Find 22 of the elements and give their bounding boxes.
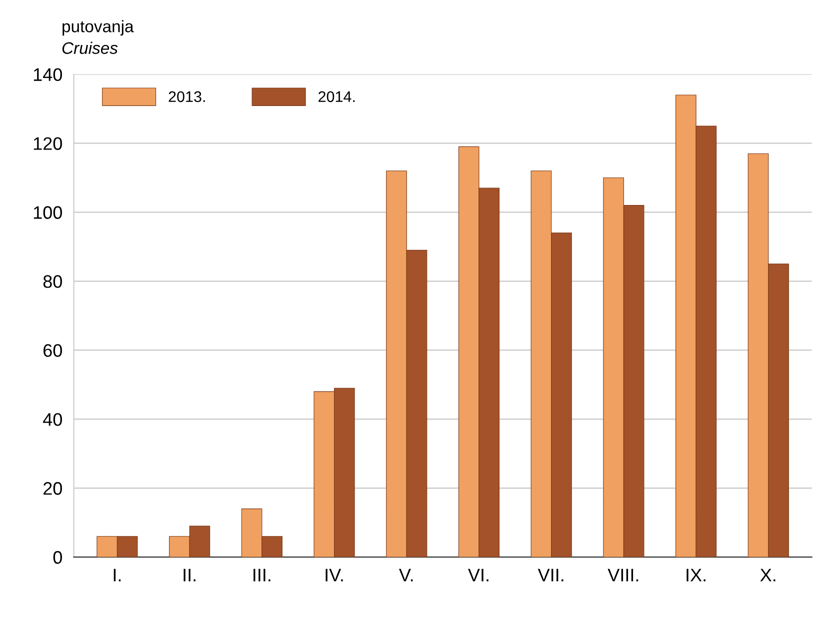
x-tick-label: I. <box>114 568 121 582</box>
x-tick-label: IV. <box>326 568 343 582</box>
y-tick-label: 40 <box>43 413 62 426</box>
x-tick-label: IX. <box>686 568 706 582</box>
x-tick-label: VII. <box>538 568 564 582</box>
x-tick-label: VI. <box>468 568 488 582</box>
legend-label: 2014. <box>318 91 355 102</box>
x-tick-label: II. <box>184 568 196 582</box>
y-axis-title: putovanja <box>62 20 134 36</box>
y-tick-label: 60 <box>44 344 62 357</box>
x-tick-label: V. <box>398 568 413 582</box>
legend-label: 2013. <box>168 91 205 102</box>
y-tick-label: 0 <box>53 551 62 564</box>
y-tick-label: 80 <box>43 275 62 288</box>
y-tick-label: 140 <box>34 68 62 81</box>
y-tick-label: 100 <box>34 206 62 219</box>
x-tick-label: VIII. <box>608 568 638 582</box>
y-tick-label: 20 <box>44 482 62 495</box>
x-tick-label: X. <box>760 568 776 582</box>
x-tick-label: III. <box>254 568 270 582</box>
text: Cruises <box>62 42 118 54</box>
y-tick-label: 120 <box>34 137 62 150</box>
